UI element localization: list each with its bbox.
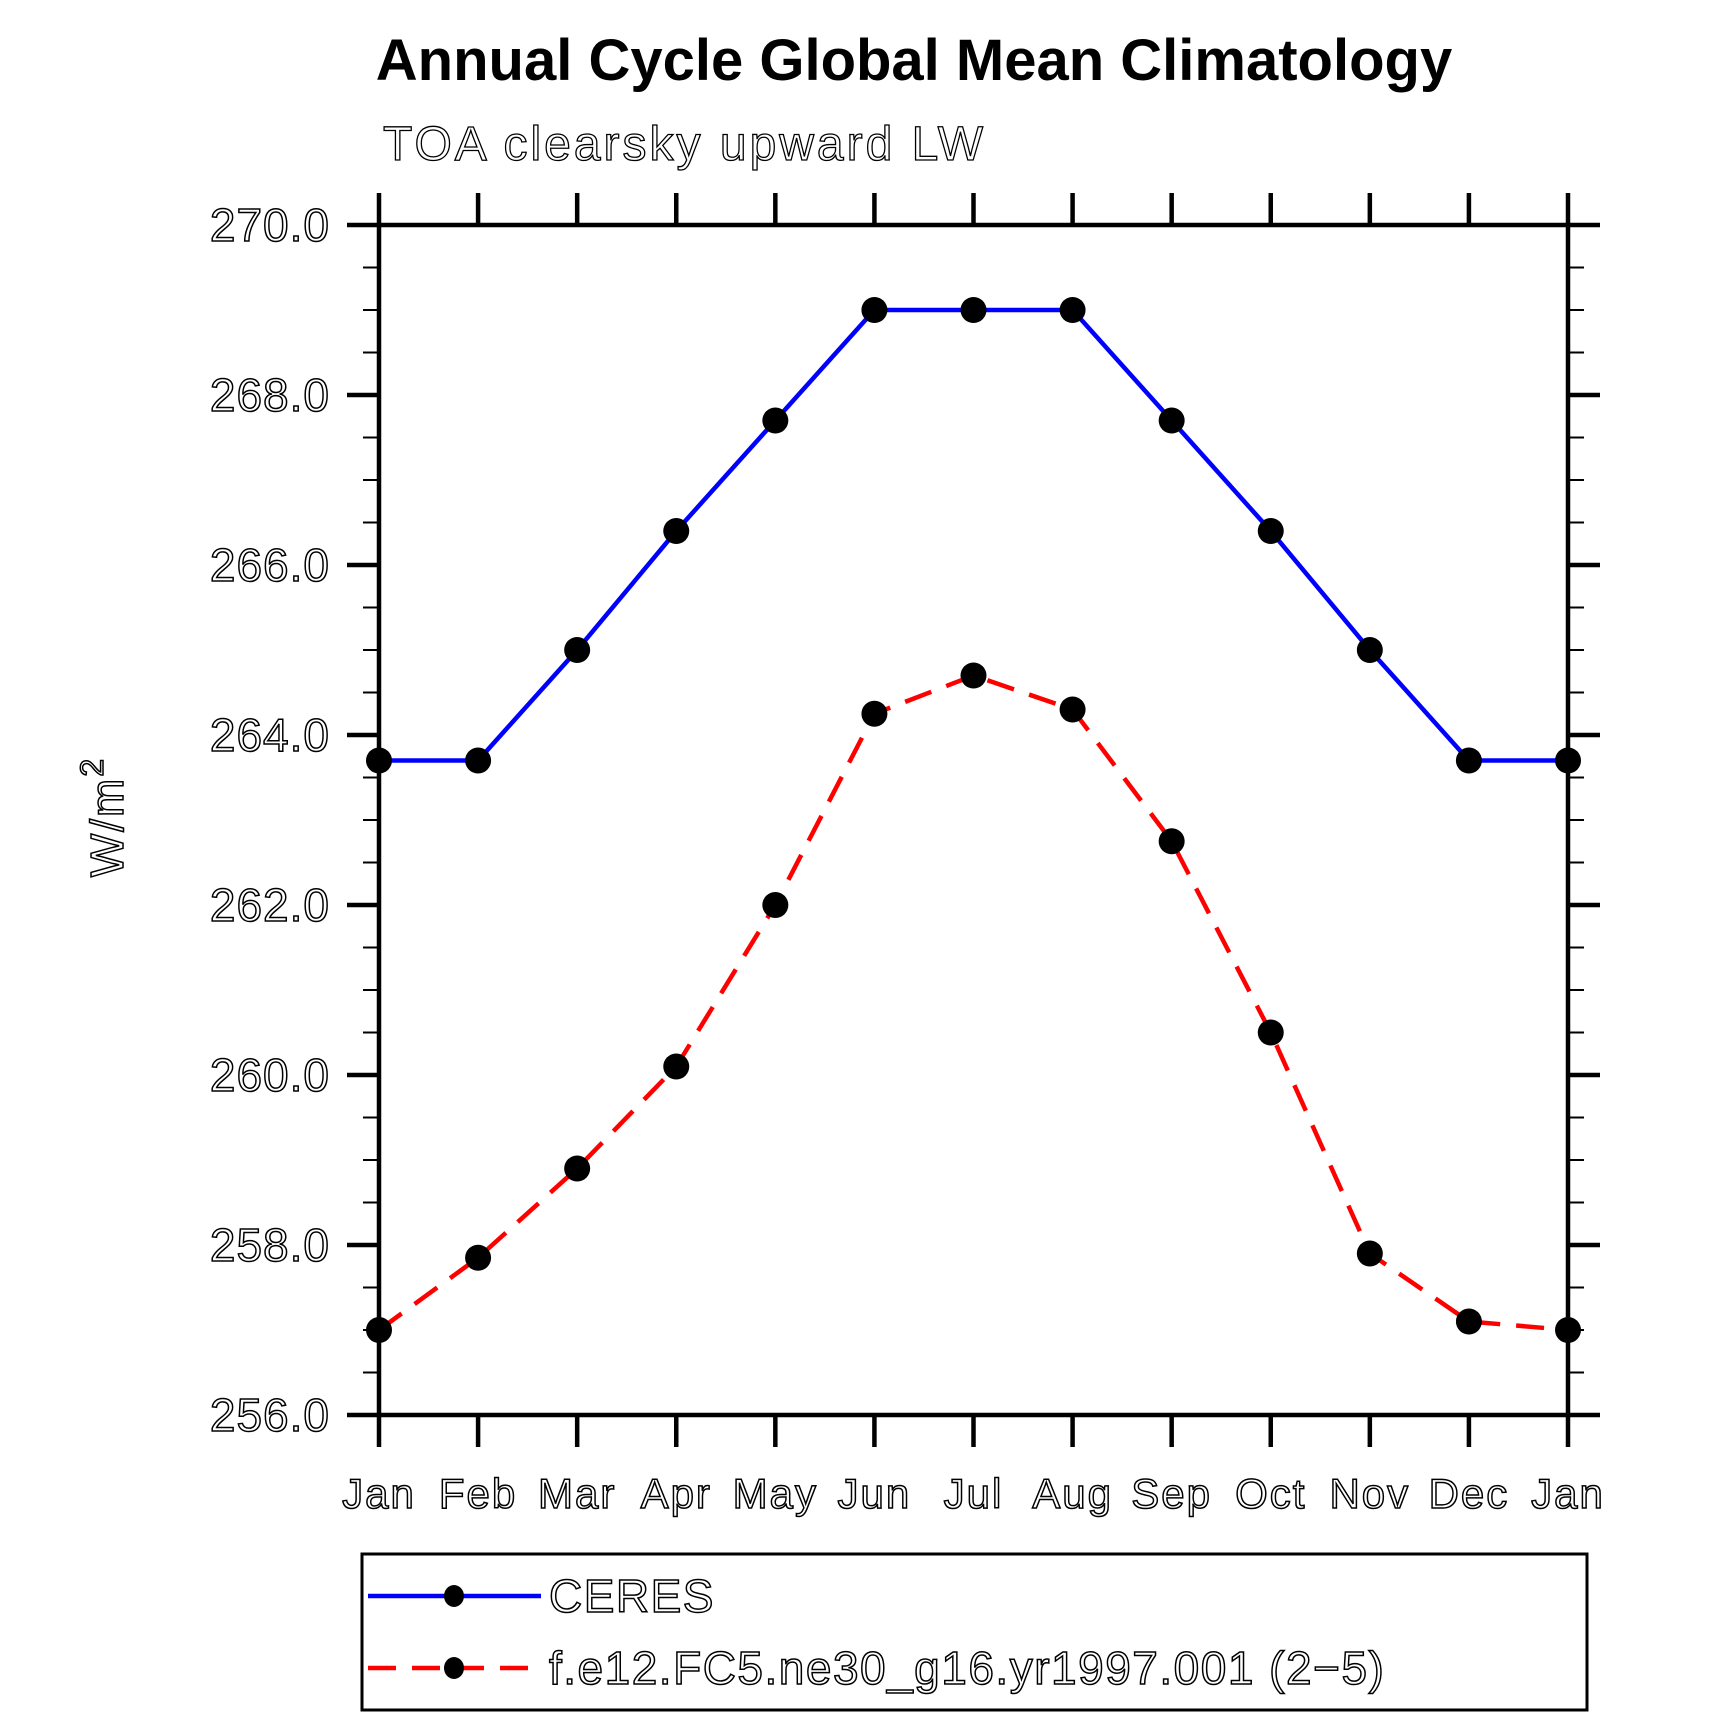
month-label: Feb	[439, 1470, 517, 1517]
month-label: Mar	[538, 1470, 616, 1517]
data-point-marker	[960, 662, 987, 689]
data-point-marker	[366, 1317, 392, 1343]
month-label: Apr	[641, 1470, 712, 1517]
data-point-marker	[1356, 637, 1383, 663]
month-label: Aug	[1032, 1470, 1113, 1517]
legend-box	[360, 1552, 1589, 1712]
y-tick-label: 262.0	[210, 879, 330, 931]
month-label: Jan	[1531, 1470, 1605, 1517]
y-tick-label: 268.0	[210, 369, 330, 421]
data-point-marker	[1257, 518, 1284, 544]
x-tick-labels: Jan Feb Mar Apr May Jun Jul Aug Sep Oct Nov Dec Jan	[341, 1469, 1605, 1518]
legend-sample-marker	[444, 1585, 464, 1607]
series-line-model	[377, 673, 1569, 1333]
data-point-marker	[663, 1053, 690, 1080]
data-point-marker	[1158, 407, 1185, 434]
legend: CERES f.e12.FC5.ne30_g16.yr1997.001 (2−5)	[360, 1552, 1589, 1712]
month-label: Jan	[342, 1470, 416, 1517]
y-tick-label: 264.0	[210, 709, 330, 761]
y-axis-title: W/m2	[73, 756, 134, 878]
month-label: Dec	[1429, 1470, 1510, 1517]
legend-label: f.e12.FC5.ne30_g16.yr1997.001 (2−5)	[549, 1642, 1385, 1694]
data-point-marker	[1555, 1317, 1581, 1343]
data-point-marker	[861, 297, 888, 323]
month-label: May	[733, 1470, 818, 1517]
month-label: Jun	[838, 1470, 912, 1517]
data-point-marker	[1356, 1240, 1383, 1267]
y-tick-label: 260.0	[210, 1049, 330, 1101]
series-line-obs	[379, 307, 1568, 763]
y-tick-labels: 270.0 268.0 266.0 264.0 262.0 260.0 258.0 256.0	[209, 198, 330, 1442]
data-point-marker	[1555, 747, 1581, 774]
y-tick-label: 258.0	[210, 1219, 330, 1271]
data-point-marker	[1455, 747, 1482, 774]
month-label: Nov	[1329, 1470, 1410, 1517]
data-point-marker	[762, 892, 789, 918]
data-point-marker	[1059, 297, 1086, 323]
data-point-marker	[663, 518, 690, 544]
month-label: Jul	[944, 1470, 1004, 1517]
y-tick-label: 266.0	[210, 539, 330, 591]
data-point-marker	[564, 1155, 591, 1182]
data-point-marker	[861, 700, 888, 727]
axis-ticks	[347, 193, 1600, 1447]
data-point-marker	[564, 637, 591, 663]
data-point-marker	[1455, 1308, 1482, 1335]
data-point-marker	[960, 297, 987, 323]
chart-subtitle: TOA clearsky upward LW	[383, 118, 986, 171]
y-axis-unit-label: W/m2	[74, 757, 133, 877]
chart-title: Annual Cycle Global Mean Climatology	[376, 28, 1452, 93]
month-label: Oct	[1235, 1470, 1306, 1517]
month-label: Sep	[1131, 1470, 1212, 1517]
legend-sample-marker	[444, 1657, 464, 1679]
legend-label: CERES	[549, 1570, 715, 1622]
data-series	[366, 297, 1581, 1343]
y-tick-label: 256.0	[210, 1389, 330, 1441]
y-tick-label: 270.0	[210, 199, 330, 251]
data-point-marker	[1257, 1019, 1284, 1046]
data-point-marker	[366, 747, 392, 774]
data-point-marker	[762, 407, 789, 434]
data-point-marker	[1158, 828, 1185, 855]
plot-axes	[376, 222, 1571, 1418]
data-point-marker	[1059, 696, 1086, 723]
data-point-marker	[465, 747, 492, 774]
data-point-marker	[465, 1244, 492, 1271]
